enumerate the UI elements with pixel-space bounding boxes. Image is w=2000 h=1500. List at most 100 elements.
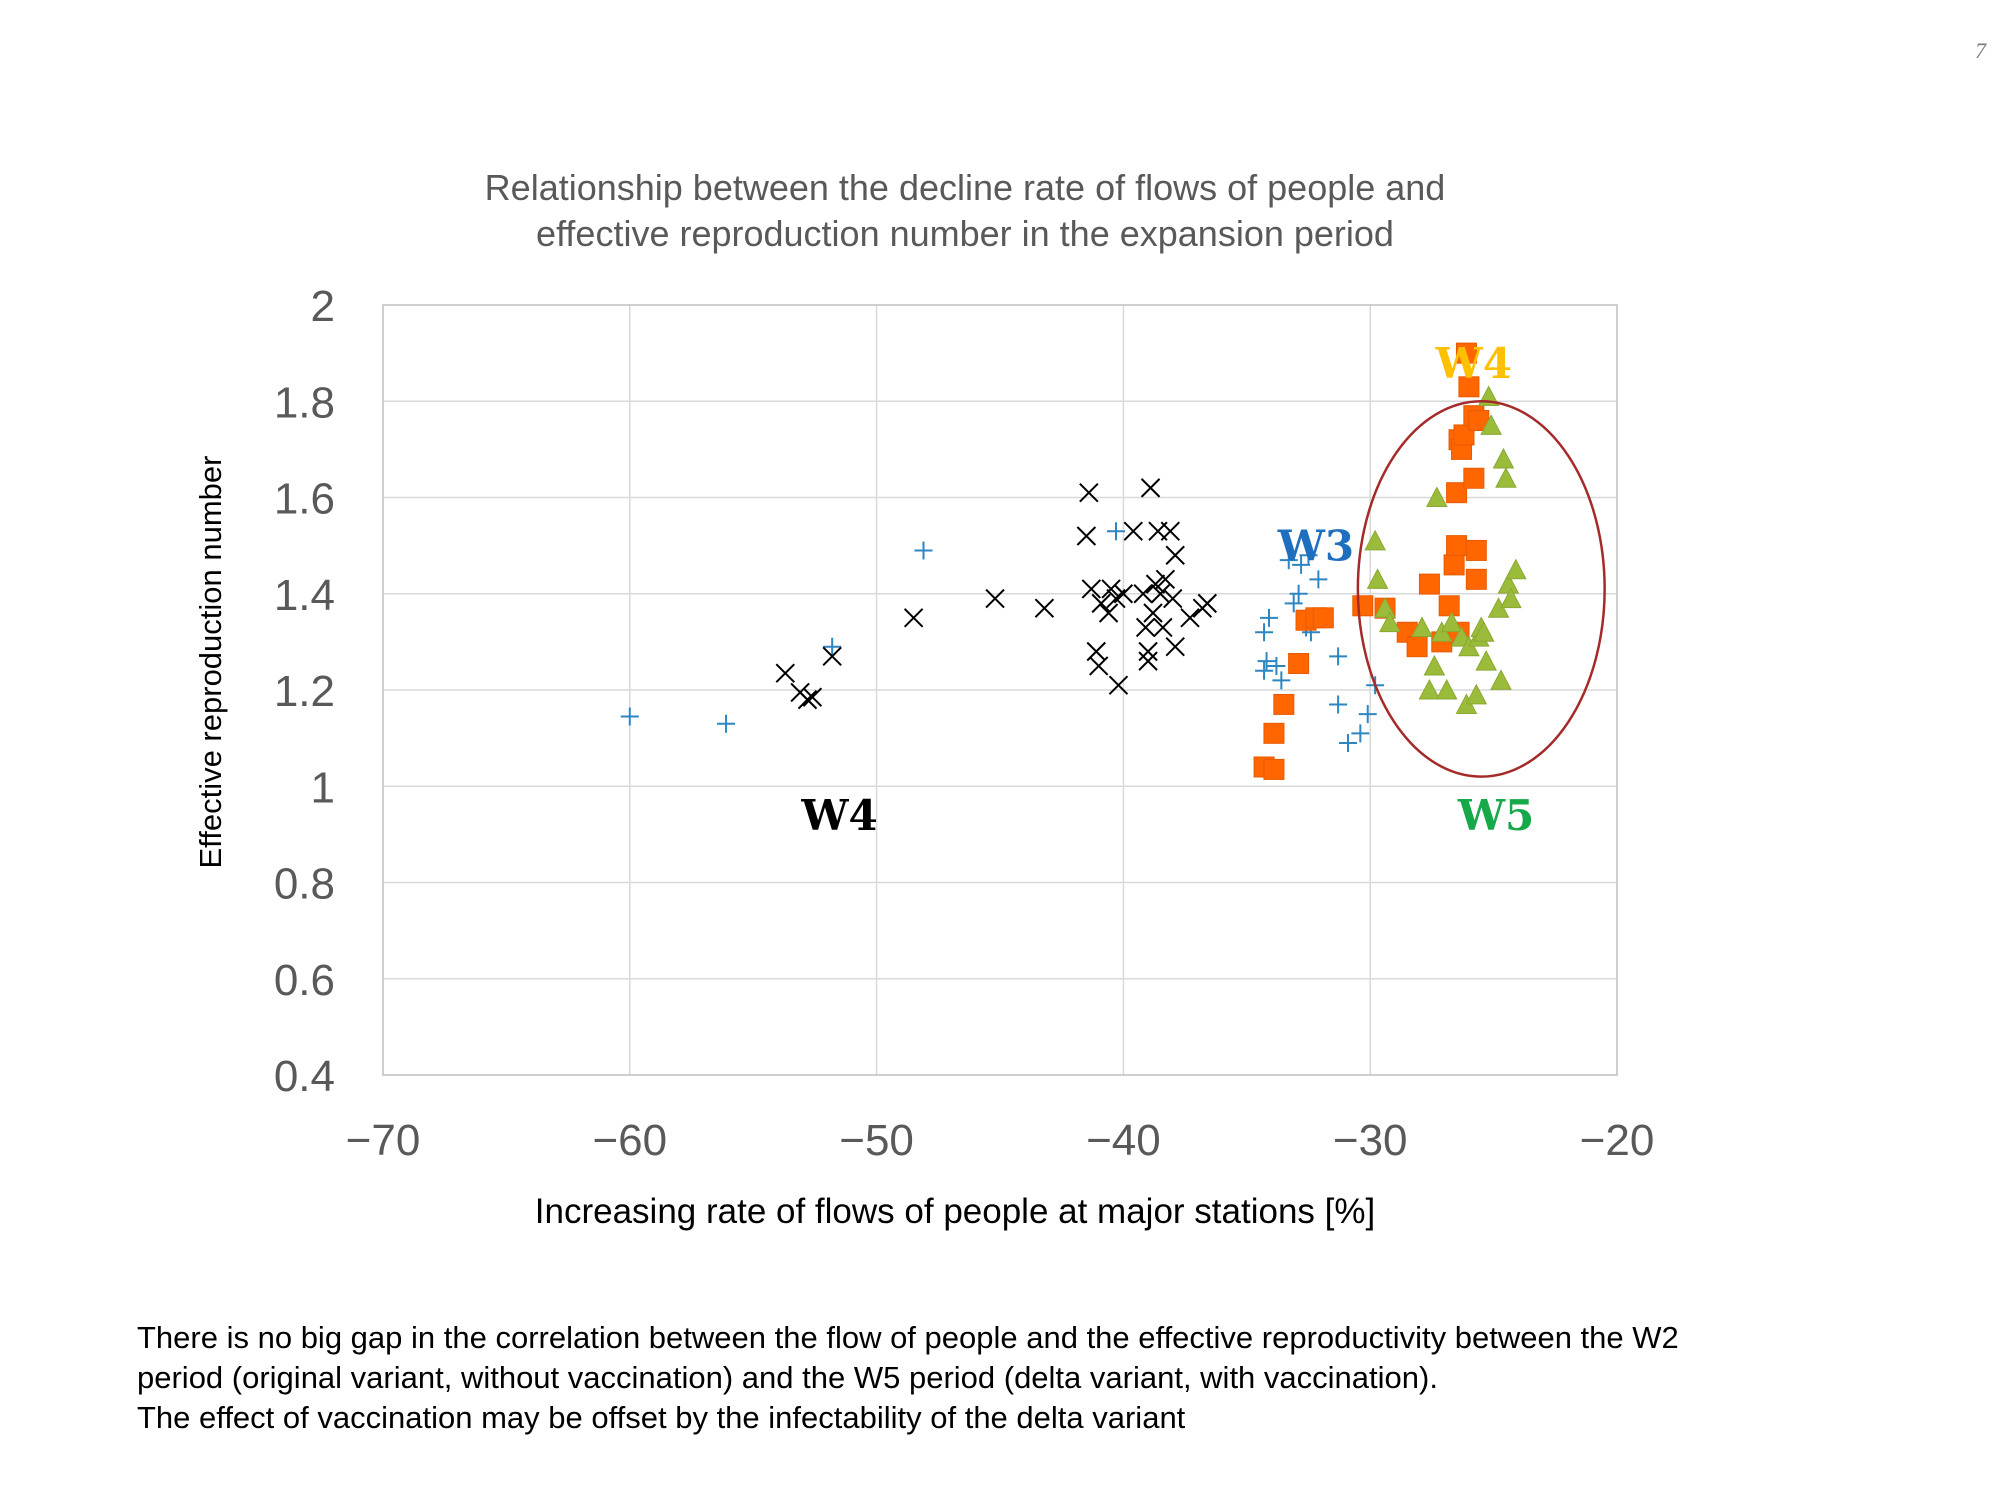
square-marker	[1263, 722, 1285, 744]
x-tick-label: −20	[1580, 1116, 1655, 1165]
y-tick-label: 0.4	[274, 1052, 335, 1101]
triangle-marker	[1492, 447, 1515, 469]
cross-marker	[985, 588, 1005, 609]
square-marker	[1352, 595, 1374, 617]
y-tick-label: 0.6	[274, 956, 335, 1005]
triangle-marker	[1475, 650, 1498, 671]
y-tick-label: 1.6	[274, 475, 335, 524]
cross-marker	[1101, 579, 1121, 599]
cross-marker	[1089, 656, 1109, 676]
triangle-marker	[1472, 621, 1495, 642]
cross-marker	[1163, 588, 1183, 609]
square-marker	[1465, 568, 1487, 590]
highlight-ellipse	[1356, 400, 1606, 778]
x-tick-label: −50	[839, 1116, 914, 1165]
plus-marker	[1289, 584, 1308, 603]
triangle-marker	[1411, 616, 1433, 637]
triangle-marker	[1435, 678, 1458, 700]
wave-labels: W4 W3 W4 W5	[800, 339, 1534, 840]
square-marker	[1455, 342, 1477, 364]
triangle-marker	[1504, 558, 1527, 580]
cross-marker	[1135, 617, 1156, 638]
chart-title-line-2: effective reproduction number in the exp…	[536, 213, 1394, 254]
cross-marker	[1091, 593, 1111, 614]
cross-marker	[1133, 584, 1153, 604]
cross-marker	[775, 663, 795, 683]
triangle-marker	[1495, 467, 1517, 488]
square-marker	[1443, 554, 1465, 576]
plus-marker	[1299, 546, 1318, 565]
x-axis-label: Increasing rate of flows of people at ma…	[535, 1192, 1375, 1231]
plus-marker	[1329, 695, 1348, 714]
grid-lines	[383, 305, 1617, 1075]
triangle-marker	[1480, 414, 1502, 435]
plus-marker	[914, 541, 933, 560]
x-tick-label: −70	[346, 1116, 421, 1165]
square-marker	[1263, 758, 1285, 780]
cross-marker	[1145, 574, 1166, 594]
cross-marker	[1138, 651, 1158, 671]
plus-marker	[1338, 733, 1357, 752]
plus-marker	[1257, 652, 1276, 671]
cross-marker	[1165, 545, 1185, 565]
plus-marker	[1351, 724, 1370, 743]
cross-marker	[1143, 603, 1163, 623]
square-marker	[1463, 467, 1485, 489]
wave-label: W5	[1457, 791, 1534, 840]
page-number: 7	[1975, 38, 1986, 63]
cross-marker	[903, 608, 924, 628]
cross-marker	[802, 687, 823, 707]
plus-marker	[717, 714, 736, 733]
square-marker	[1288, 653, 1310, 675]
cross-marker	[1153, 617, 1173, 638]
wave-label: W4	[1435, 339, 1512, 388]
plus-marker	[1358, 705, 1377, 724]
cross-marker	[1081, 579, 1102, 599]
cross-marker	[822, 646, 842, 667]
x-tick-label: −40	[1086, 1116, 1161, 1165]
square-marker	[1273, 693, 1295, 715]
plus-marker	[620, 707, 639, 726]
triangle-marker	[1440, 611, 1463, 633]
triangle-marker	[1366, 568, 1389, 589]
caption-line-2: period (original variant, without vaccin…	[137, 1360, 1438, 1395]
y-tick-label: 1.4	[274, 571, 335, 620]
triangle-marker	[1490, 669, 1512, 690]
y-tick-label: 1.2	[274, 667, 335, 716]
y-axis-label: Effective reproduction number	[193, 456, 228, 869]
plus-marker	[1255, 661, 1274, 680]
plot-area-frame	[382, 304, 1618, 1076]
caption-line-3: The effect of vaccination may be offset …	[137, 1400, 1186, 1435]
x-tick-label: −30	[1333, 1116, 1408, 1165]
cross-marker	[1113, 584, 1134, 604]
cross-marker	[1180, 608, 1200, 628]
caption-line-1: There is no big gap in the correlation b…	[137, 1320, 1679, 1355]
plus-marker	[1329, 647, 1348, 666]
square-marker	[1418, 573, 1440, 595]
cross-marker	[1034, 598, 1055, 618]
square-marker	[1458, 376, 1480, 398]
wave-label: W3	[1277, 522, 1354, 571]
data-points	[620, 342, 1527, 780]
plus-marker	[1255, 623, 1274, 642]
cross-marker	[1108, 675, 1129, 695]
caption: There is no big gap in the correlation b…	[137, 1318, 1917, 1438]
triangle-marker	[1423, 654, 1446, 676]
y-tick-label: 2	[311, 282, 335, 331]
cross-marker	[1138, 641, 1158, 662]
cross-marker	[1165, 636, 1185, 657]
square-marker	[1406, 636, 1428, 658]
triangle-marker	[1500, 587, 1522, 609]
cross-marker	[1197, 593, 1218, 614]
y-tick-label: 1.8	[274, 378, 335, 427]
plus-marker	[1272, 671, 1291, 690]
cross-marker	[1150, 584, 1171, 604]
square-marker	[1438, 595, 1460, 617]
plus-marker	[1284, 594, 1303, 613]
triangle-marker	[1418, 678, 1441, 700]
plus-marker	[1107, 522, 1125, 541]
square-marker	[1446, 535, 1468, 557]
cross-marker	[1140, 478, 1161, 498]
plus-marker	[1267, 656, 1286, 675]
